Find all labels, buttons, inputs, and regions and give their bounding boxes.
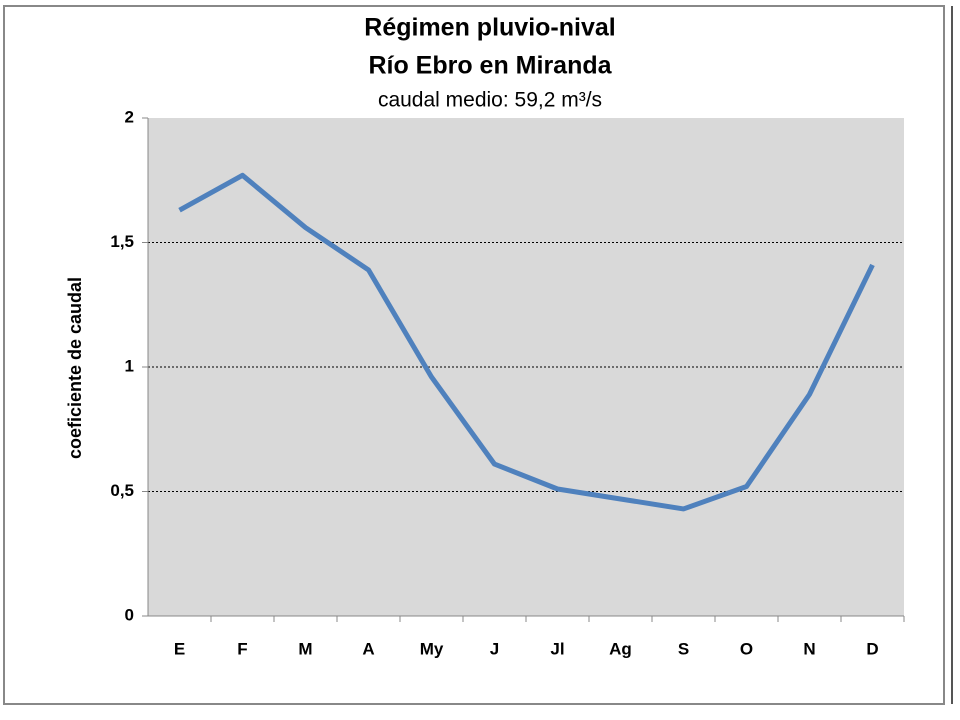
x-tick-label: Jl xyxy=(550,639,564,658)
x-tick-label: E xyxy=(174,639,185,658)
x-tick-label: S xyxy=(678,639,689,658)
y-tick-label: 2 xyxy=(125,107,134,126)
chart-title: Régimen pluvio-nival xyxy=(364,14,615,42)
x-tick-label: J xyxy=(490,639,499,658)
chart-subtitle: Río Ebro en Miranda xyxy=(368,52,612,80)
x-tick-label: O xyxy=(740,639,753,658)
x-tick-label: M xyxy=(298,639,312,658)
chart-note: caudal medio: 59,2 m³/s xyxy=(378,89,602,112)
x-tick-label: F xyxy=(237,639,247,658)
y-tick-label: 1 xyxy=(125,356,134,375)
y-axis-label: coeficiente de caudal xyxy=(65,277,85,459)
y-tick-label: 1,5 xyxy=(110,232,134,251)
data-line xyxy=(178,172,875,512)
x-tick-label: My xyxy=(420,639,444,658)
x-tick-label: Ag xyxy=(609,639,632,658)
x-tick-label: D xyxy=(866,639,878,658)
x-tick-label: N xyxy=(803,639,815,658)
x-tick-label: A xyxy=(362,639,374,658)
y-tick-label: 0 xyxy=(125,605,134,624)
y-tick-label: 0,5 xyxy=(110,481,134,500)
